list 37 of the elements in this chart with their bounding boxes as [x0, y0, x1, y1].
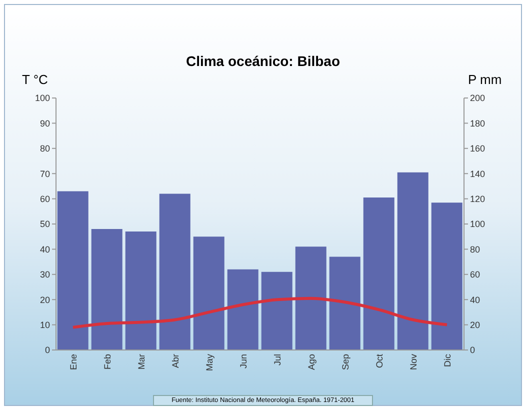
y2-tick-label: 100	[470, 219, 486, 230]
y-tick-label: 10	[40, 320, 50, 330]
y-tick-label: 30	[40, 270, 50, 280]
x-tick-label: Nov	[408, 354, 418, 370]
x-tick-label: Mar	[136, 354, 146, 370]
y-tick-label: 20	[40, 294, 50, 305]
y-tick-label: 80	[40, 144, 50, 154]
y2-tick-label: 40	[470, 294, 480, 305]
y2-tick-label: 140	[470, 168, 486, 179]
y2-tick-label: 0	[470, 345, 476, 356]
y2-tick-label: 180	[470, 118, 486, 128]
y-axis-title: T °C	[22, 72, 48, 87]
x-tick-label: Feb	[102, 354, 112, 370]
y-tick-label: 90	[40, 118, 50, 128]
x-tick-label: Jul	[272, 354, 282, 366]
x-tick-label: Dic	[442, 354, 452, 367]
x-tick-label: Jun	[238, 354, 248, 369]
y2-tick-label: 20	[470, 320, 480, 330]
y-tick-label: 70	[40, 168, 50, 179]
x-tick-label: Ene	[68, 354, 78, 370]
y-tick-label: 60	[40, 194, 50, 204]
y2-tick-label: 200	[470, 93, 486, 104]
x-tick-label: May	[204, 354, 214, 372]
y-tick-label: 50	[40, 219, 50, 230]
y-tick-label: 40	[40, 244, 50, 254]
y2-tick-label: 80	[470, 244, 480, 254]
y-tick-label: 100	[34, 93, 50, 104]
x-tick-label: Oct	[374, 354, 384, 368]
y2-axis-title: P mm	[468, 72, 502, 87]
y2-tick-label: 160	[470, 144, 486, 154]
x-tick-label: Ago	[306, 354, 316, 370]
x-tick-label: Abr	[170, 354, 180, 368]
x-tick-label: Sep	[340, 354, 350, 370]
y2-tick-label: 60	[470, 270, 480, 280]
y-tick-label: 0	[44, 345, 50, 356]
y2-tick-label: 120	[470, 194, 486, 204]
chart-title: Clima oceánico: Bilbao	[184, 53, 342, 69]
